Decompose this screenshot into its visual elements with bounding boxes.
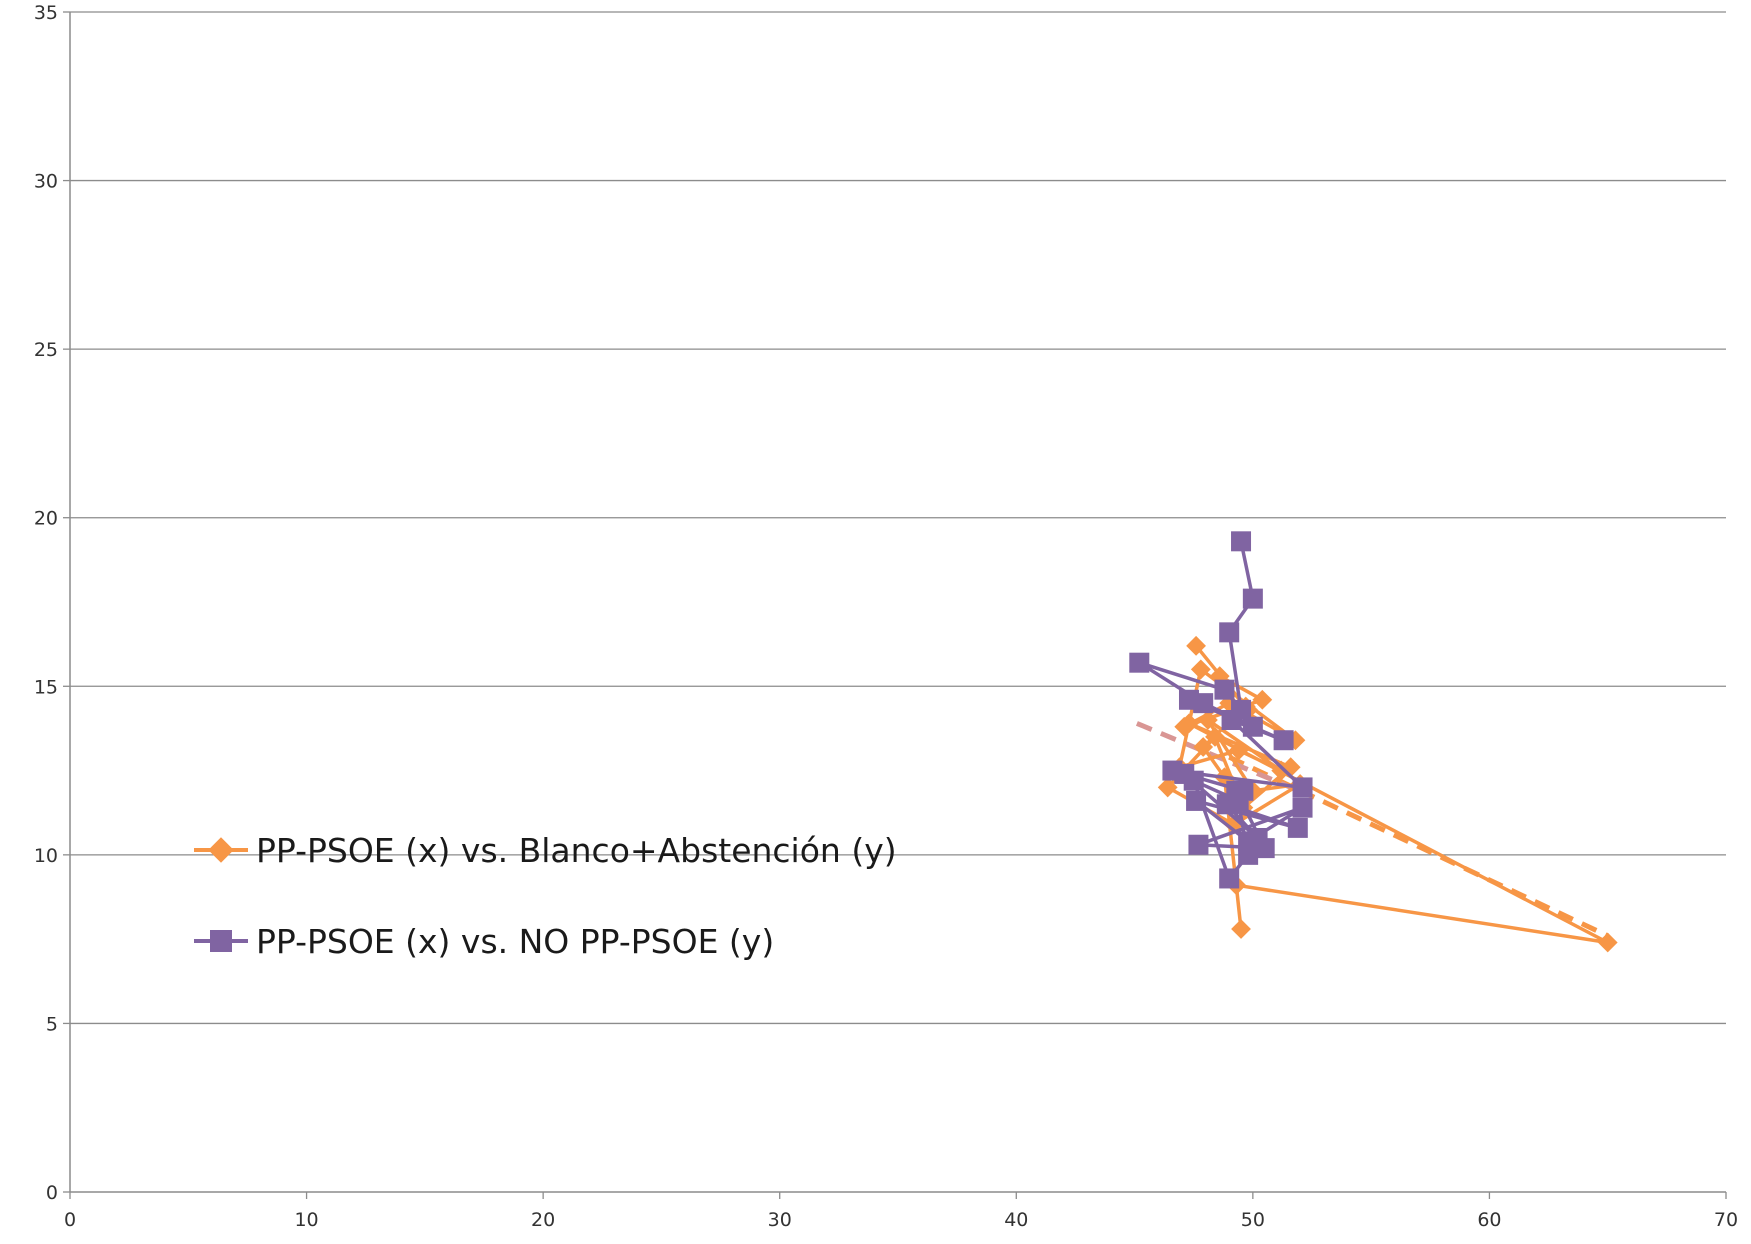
data-point-no-pp-psoe [1188, 834, 1209, 855]
y-tick-label: 5 [46, 1013, 58, 1035]
y-tick-label: 10 [34, 845, 58, 867]
data-point-blanco [1228, 740, 1249, 761]
trendline [1228, 754, 1609, 939]
plot-area [1129, 531, 1618, 953]
data-point-blanco [1252, 689, 1273, 710]
data-point-no-pp-psoe [1183, 770, 1204, 791]
square-marker-icon [210, 930, 232, 952]
data-point-no-pp-psoe [1238, 844, 1259, 865]
x-tick-label: 30 [768, 1209, 792, 1231]
legend-label-no-pp-psoe: PP-PSOE (x) vs. NO PP-PSOE (y) [256, 922, 774, 961]
x-tick-label: 70 [1714, 1209, 1738, 1231]
data-point-blanco [1231, 919, 1251, 939]
data-point-blanco [1190, 659, 1211, 680]
x-tick-label: 10 [294, 1209, 318, 1231]
data-point-blanco [1205, 726, 1225, 747]
y-tick-label: 0 [46, 1182, 58, 1204]
data-point-no-pp-psoe [1292, 777, 1313, 798]
y-tick-label: 35 [34, 2, 58, 24]
x-tick-label: 20 [531, 1209, 555, 1231]
data-point-no-pp-psoe [1228, 790, 1249, 811]
y-tick-label: 20 [34, 508, 58, 530]
data-point-no-pp-psoe [1292, 797, 1313, 818]
y-tick-label: 30 [34, 171, 58, 193]
data-point-no-pp-psoe [1129, 652, 1150, 673]
y-tick-label: 25 [34, 339, 58, 361]
legend-item-no-pp-psoe: PP-PSOE (x) vs. NO PP-PSOE (y) [194, 922, 774, 961]
data-point-no-pp-psoe [1242, 716, 1263, 737]
data-point-blanco [1198, 710, 1218, 730]
data-point-no-pp-psoe [1221, 710, 1242, 730]
y-tick-label: 15 [34, 676, 58, 698]
series-line-no-pp-psoe [1137, 540, 1305, 881]
diamond-marker-icon [208, 837, 234, 863]
data-point-blanco [1193, 737, 1214, 757]
axes [63, 11, 1727, 1199]
legend: PP-PSOE (x) vs. Blanco+Abstención (y) PP… [194, 831, 897, 961]
tick-labels: 0 5 10 15 20 25 30 35 0 10 20 30 40 50 60 70 [34, 2, 1738, 1231]
data-point-no-pp-psoe [1178, 689, 1199, 710]
data-point-no-pp-psoe [1214, 679, 1235, 700]
data-point-blanco [1597, 932, 1618, 953]
data-point-blanco [1186, 635, 1206, 656]
gridlines [70, 11, 1726, 1025]
data-point-no-pp-psoe [1287, 817, 1308, 838]
x-tick-label: 60 [1477, 1209, 1501, 1231]
legend-label-blanco: PP-PSOE (x) vs. Blanco+Abstención (y) [256, 831, 897, 870]
data-point-blanco [1179, 713, 1199, 734]
data-point-no-pp-psoe [1242, 588, 1263, 609]
legend-item-blanco: PP-PSOE (x) vs. Blanco+Abstención (y) [194, 831, 897, 870]
data-point-no-pp-psoe [1219, 868, 1240, 889]
x-tick-label: 40 [1004, 1209, 1028, 1231]
data-point-blanco [1157, 777, 1178, 798]
x-tick-label: 0 [64, 1209, 76, 1231]
data-point-no-pp-psoe [1231, 531, 1252, 552]
data-point-no-pp-psoe [1219, 622, 1240, 643]
x-tick-label: 50 [1241, 1209, 1265, 1231]
data-point-no-pp-psoe [1273, 730, 1294, 751]
data-point-no-pp-psoe [1186, 790, 1207, 811]
data-point-no-pp-psoe [1254, 838, 1275, 859]
